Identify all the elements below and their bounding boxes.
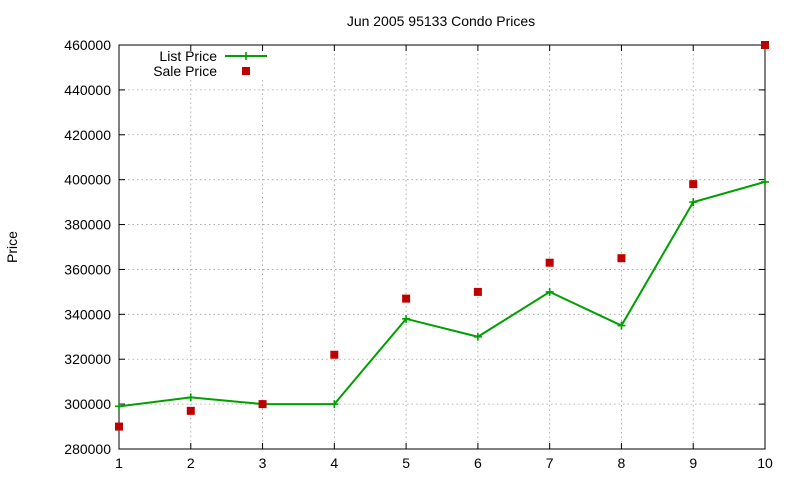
sale-price-point [617,254,626,263]
y-axis-label: Price [4,231,20,263]
list-price-point [402,314,411,323]
axes: 280000 300000 320000 340000 360000 380000 4000… [64,37,773,471]
grid [119,45,765,449]
y-tick-label: 360000 [64,261,111,277]
list-price-point [115,402,123,411]
sale-price-point [186,406,195,415]
x-tick-label: 10 [757,455,773,471]
plot-frame [118,44,766,450]
y-tick-label: 440000 [64,82,111,98]
list-price-point [473,332,482,341]
legend-entry-sale-price: Sale Price [153,63,217,79]
legend-marker-sale-price [242,67,250,75]
sale-price-point [258,400,267,409]
list-price-point [689,198,698,207]
list-price-point [330,400,339,409]
sale-price-point [402,294,411,303]
y-tick-label: 400000 [64,172,111,188]
series-line-list-price [118,180,766,408]
x-tick-label: 7 [546,455,554,471]
y-tick-label: 460000 [64,37,111,53]
list-price-point [617,321,626,330]
y-tick-label: 420000 [64,127,111,143]
list-price-point [186,393,195,402]
list-price-point [545,287,554,296]
legend-marker-list-price [242,52,250,60]
list-price-point [761,177,769,186]
x-tick-label: 3 [259,455,267,471]
y-tick-label: 280000 [64,441,111,457]
x-tick-label: 9 [689,455,697,471]
x-tick-label: 4 [330,455,338,471]
sale-price-point [473,287,482,296]
sale-price-point [689,180,698,189]
sale-price-point [761,41,769,49]
sale-price-point [330,350,339,359]
y-tick-label: 340000 [64,306,111,322]
legend-entry-list-price: List Price [159,48,217,64]
x-tick-label: 5 [402,455,410,471]
y-tick-label: 320000 [64,351,111,367]
y-tick-label: 380000 [64,217,111,233]
x-tick-label: 1 [115,455,123,471]
plot-area [115,41,769,431]
chart-title: Jun 2005 95133 Condo Prices [347,13,535,29]
sale-price-point [545,258,554,267]
x-tick-label: 8 [618,455,626,471]
x-tick-label: 6 [474,455,482,471]
x-tick-label: 2 [187,455,195,471]
y-tick-label: 300000 [64,396,111,412]
sale-price-point [115,422,123,431]
